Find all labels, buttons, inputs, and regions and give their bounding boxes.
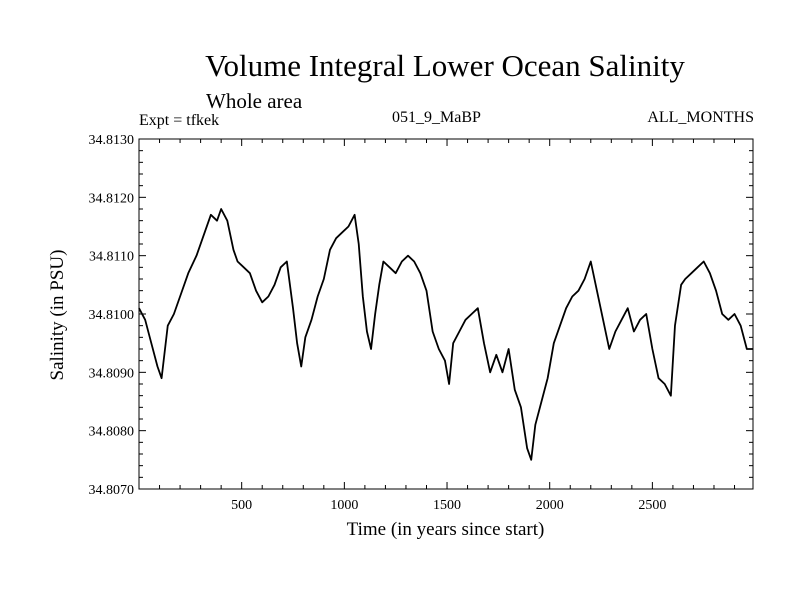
run-id-label: 051_9_MaBP	[392, 109, 481, 126]
months-label: ALL_MONTHS	[647, 109, 754, 126]
chart-title: Volume Integral Lower Ocean Salinity	[205, 48, 685, 83]
plot-frame	[138, 138, 754, 490]
y-tick-label: 34.8090	[89, 366, 135, 381]
x-axis-label: Time (in years since start)	[346, 519, 545, 540]
y-tick-label: 34.8120	[89, 191, 135, 206]
chart-subtitle: Whole area	[206, 89, 303, 113]
y-tick-label: 34.8110	[89, 250, 134, 265]
x-tick-label: 1000	[330, 498, 358, 513]
y-tick-label: 34.8080	[89, 425, 135, 440]
y-tick-label: 34.8070	[89, 483, 135, 498]
x-tick-label: 2500	[638, 498, 666, 513]
y-tick-label: 34.8130	[89, 133, 135, 148]
x-tick-label: 500	[231, 498, 252, 513]
y-axis-label: Salinity (in PSU)	[47, 249, 68, 381]
x-tick-label: 2000	[536, 498, 564, 513]
salinity-series-line	[138, 208, 753, 461]
axis-tick-labels: 500 1000 1500 2000 2500 34.8070 34.8080 34.8090…	[89, 133, 667, 513]
axis-ticks	[139, 138, 753, 490]
experiment-label: Expt = tfkek	[139, 112, 220, 129]
x-tick-label: 1500	[433, 498, 461, 513]
y-tick-label: 34.8100	[89, 308, 135, 323]
